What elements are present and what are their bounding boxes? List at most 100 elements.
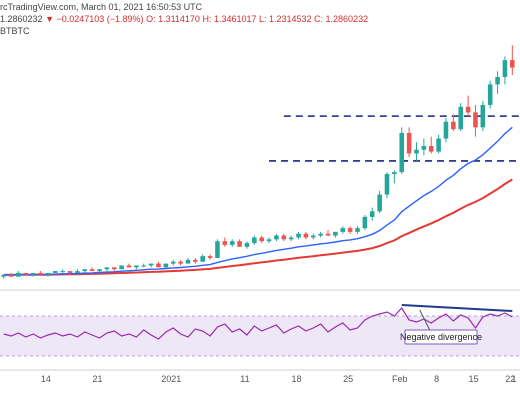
candle-body [340,228,346,232]
candle-body [421,146,427,150]
candle-body [60,271,65,273]
candle-body [38,272,43,275]
candle-body [126,265,132,268]
candle-body [443,121,449,139]
ema50-line [3,178,513,276]
candle-body [414,149,419,154]
candle-body [495,76,500,85]
candle-body [170,261,176,264]
candle-body [75,271,80,273]
candle-body [502,60,508,77]
candle-body [318,233,323,236]
candle-body [303,233,309,238]
candle-body [244,243,250,247]
candle-body [193,259,198,262]
x-tick-label: 25 [343,374,353,384]
candle-body [148,263,154,266]
candle-body [465,106,471,113]
header-line-1: rcTradingView.com, March 01, 2021 16:50:… [0,2,203,12]
candle-body [266,239,272,242]
annotation-box [404,329,478,345]
candle-body [451,121,456,130]
candle-body [156,263,161,268]
candle-body [458,106,463,130]
candle-body [384,174,390,195]
candle-body [215,241,220,258]
candle-body [436,138,441,152]
candle-body [259,237,264,242]
candle-body [369,211,375,217]
candle-body [67,271,73,273]
x-tick-label: 8 [434,374,439,384]
candle-body [281,235,287,240]
candle-body [296,233,301,238]
candle-body [473,112,478,128]
candle-body [207,256,213,258]
candle-body [8,274,14,277]
x-tick-label: Feb [392,374,408,384]
candle-body [141,265,147,267]
candle-body [399,132,405,173]
candle-body [134,265,139,268]
candle-body [311,235,316,238]
header-price: 1.2860232 [0,14,43,24]
rsi-panel: Negative divergence [0,304,520,357]
candle-body [362,216,368,229]
candle-body [163,263,169,268]
candle-body [89,269,95,272]
ema-lines [3,126,513,276]
candle-body [406,132,412,154]
candle-body [274,235,279,240]
x-axis: 14 21 2021 11 18 25 Feb 8 15 221 [41,374,517,384]
candle-body [185,259,191,264]
header-ohlc: O: 1.3114170 H: 1.3461017 L: 1.2314532 C… [146,14,369,24]
candle-body [392,172,397,174]
candle-body [480,104,486,128]
x-tick-label: 22 [505,374,515,384]
divergence-line [401,304,513,312]
candle-body [111,267,117,270]
candles [1,45,515,279]
candle-body [325,233,331,236]
candle-body [53,271,58,273]
header-line-2: 1.2860232 ▼ −0.0247103 (−1.89%) O: 1.311… [0,14,368,24]
x-tick-label: 15 [468,374,478,384]
candle-body [252,237,257,244]
x-tick-label: 14 [41,374,51,384]
candle-body [82,269,88,272]
candle-body [428,146,434,152]
candle-body [229,241,235,245]
candle-body [333,231,338,236]
candle-body [222,241,228,245]
candle-body [23,272,29,275]
x-tick-label: 1 [511,374,516,384]
header-change: ▼ −0.0247103 (−1.89%) [45,14,144,24]
candle-body [487,84,493,105]
rsi-line [3,307,513,340]
candle-body [30,272,36,275]
ema20-line [3,126,513,276]
candle-body [1,274,6,277]
candle-body [377,194,382,212]
x-tick-label: 11 [240,374,249,384]
candle-body [16,272,21,277]
candle-body [97,269,102,272]
candle-body [510,60,515,68]
candle-body [347,228,353,232]
candle-body [237,241,242,247]
x-tick-label: 18 [292,374,302,384]
candle-body [119,265,124,270]
candle-body [355,228,360,232]
x-tick-label: 2021 [161,374,181,384]
candle-body [104,267,110,270]
candle-body [200,256,205,262]
grid [0,289,520,371]
candle-body [288,237,294,240]
x-tick-label: 21 [93,374,103,384]
annotation-text: Negative divergence [400,332,482,342]
header-symbol: BTBTC [0,26,30,36]
candle-body [45,272,51,275]
candle-body [178,261,183,264]
